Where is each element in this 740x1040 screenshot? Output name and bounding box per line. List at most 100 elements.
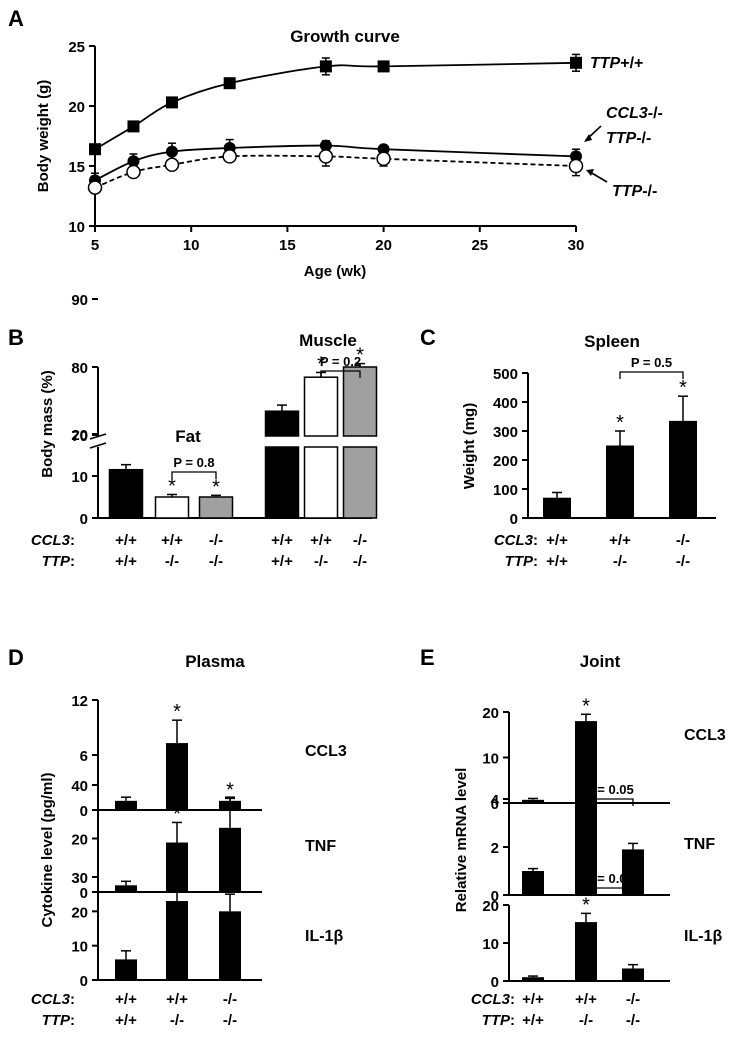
series-2-point [87, 180, 103, 195]
genotype-c-ccl3-genotype: -/- [676, 532, 690, 549]
y-tick-label-c: 500 [493, 366, 518, 383]
series-2-point [222, 149, 237, 164]
series-0-point [165, 96, 178, 109]
series-0-point [319, 60, 332, 73]
plasma-y-tick-label: 6 [80, 748, 88, 765]
joint-y-tick-label: 20 [482, 705, 499, 722]
plasma-y-tick-label: 12 [71, 693, 88, 710]
series-2-point [568, 158, 584, 174]
plasma-y-tick-label: 40 [71, 778, 88, 795]
y-tick-label-b: 20 [71, 427, 88, 444]
significance-star-c: * [616, 412, 624, 434]
plasma-bar [115, 959, 137, 980]
plasma-cytokine-label: IL-1β [305, 928, 343, 945]
plasma-bar [166, 901, 188, 980]
joint-pvalue-label: P = 0.05 [585, 782, 634, 797]
joint-y-tick-label: 4 [491, 792, 500, 809]
y-tick-label-b: 10 [71, 469, 88, 486]
legend-arrow-ttp-ko [589, 171, 608, 183]
genotype-e-ccl3-genotype: +/+ [522, 991, 544, 1008]
joint-cytokine-label: TNF [684, 836, 715, 853]
plasma-significance-star: * [173, 701, 181, 723]
pvalue-muscle-label: P = 0.2 [320, 354, 361, 369]
genotype-c-ttp-genotype: +/+ [546, 553, 568, 570]
genotype-e-ttp-genotype: +/+ [522, 1012, 544, 1029]
genotype-e-ccl3-genotype: +/+ [575, 991, 597, 1008]
y-axis-label-d: Cytokine level (pg/ml) [39, 772, 56, 927]
plasma-significance-star: * [226, 779, 234, 801]
genotype-e-ccl3-genotype: -/- [626, 991, 640, 1008]
plasma-y-tick-label: 0 [80, 803, 88, 820]
joint-pvalue-label: P = 0.03 [585, 871, 634, 886]
genotype-e-ttp-genotype: -/- [626, 1012, 640, 1029]
significance-star-b: * [212, 476, 220, 498]
series-1-point [127, 155, 140, 168]
bar-fat [198, 496, 234, 519]
plasma-y-tick-label: 30 [71, 870, 88, 887]
series-1-point [319, 139, 332, 152]
series-2-point [164, 157, 180, 173]
joint-y-tick-label: 10 [482, 751, 499, 768]
genotype-d-ccl3-genotype: +/+ [166, 991, 188, 1008]
spleen-title: Spleen [584, 332, 640, 351]
genotype-b-ttp-genotype: -/- [314, 553, 328, 570]
joint-bar [575, 721, 597, 803]
genotype-c-ttp-genotype: -/- [676, 553, 690, 570]
y-tick-label-c: 100 [493, 482, 518, 499]
group-label-muscle: Muscle [299, 331, 357, 350]
joint-y-tick-label: 20 [482, 898, 499, 915]
genotype-b-ttp-genotype: -/- [353, 553, 367, 570]
legend-arrowhead-ttp-ko [586, 169, 594, 176]
significance-star-b: * [168, 475, 176, 497]
genotype-b-ttp-label: TTP: [42, 553, 75, 570]
bar-muscle-lower [303, 446, 339, 519]
plasma-y-tick-label: 20 [71, 904, 88, 921]
genotype-b-ttp-genotype: -/- [209, 553, 223, 570]
pvalue-muscle-bracket [320, 370, 361, 378]
genotype-c-ttp-genotype: -/- [613, 553, 627, 570]
pvalue-fat-label: P = 0.8 [173, 455, 214, 470]
series-2-point [318, 149, 334, 164]
joint-bar [622, 968, 644, 981]
y-tick-label-b: 80 [71, 360, 88, 377]
plasma-y-tick-label: 10 [71, 939, 88, 956]
plasma-bar [219, 911, 241, 980]
plasma-bar [219, 827, 241, 892]
bar-muscle [303, 376, 339, 437]
genotype-e-ccl3-label: CCL3: [471, 991, 515, 1008]
pvalue-fat-bracket [171, 471, 217, 479]
genotype-b-ccl3-genotype: -/- [209, 532, 223, 549]
plasma-significance-star: * [173, 803, 181, 825]
plasma-significance-star: * [173, 865, 181, 887]
series-0-point [127, 120, 140, 133]
series-0-point [570, 56, 582, 69]
x-tick-label-a: 30 [568, 237, 585, 254]
genotype-d-ttp-genotype: -/- [170, 1012, 184, 1029]
genotype-d-ttp-label: TTP: [42, 1012, 75, 1029]
bar-fat [108, 468, 144, 519]
bar-muscle [264, 410, 300, 437]
series-2-point [376, 151, 391, 167]
bar-fat [154, 496, 190, 519]
joint-bar [575, 796, 597, 895]
genotype-b-ccl3-label: CCL3: [31, 532, 75, 549]
pvalue-spleen-label: P = 0.5 [631, 355, 672, 370]
x-tick-label-a: 20 [375, 237, 392, 254]
y-axis-label-c: Weight (mg) [461, 403, 478, 489]
plasma-significance-star: * [226, 875, 234, 897]
x-tick-label-a: 5 [91, 237, 99, 254]
pvalue-spleen-bracket [619, 371, 684, 379]
y-tick-label-a: 15 [68, 159, 85, 176]
y-tick-label-c: 400 [493, 395, 518, 412]
plasma-cytokine-label: CCL3 [305, 743, 347, 760]
joint-bar [575, 922, 597, 981]
series-0-point [377, 60, 390, 73]
significance-star-b: * [317, 353, 325, 375]
joint-pvalue-bracket [585, 887, 634, 895]
x-tick-label-a: 15 [279, 237, 296, 254]
bar-muscle-lower [342, 446, 378, 519]
growth-curve-title: Growth curve [290, 27, 400, 46]
genotype-e-ttp-genotype: -/- [579, 1012, 593, 1029]
bar-spleen [606, 445, 634, 518]
y-tick-label-a: 20 [68, 99, 85, 116]
